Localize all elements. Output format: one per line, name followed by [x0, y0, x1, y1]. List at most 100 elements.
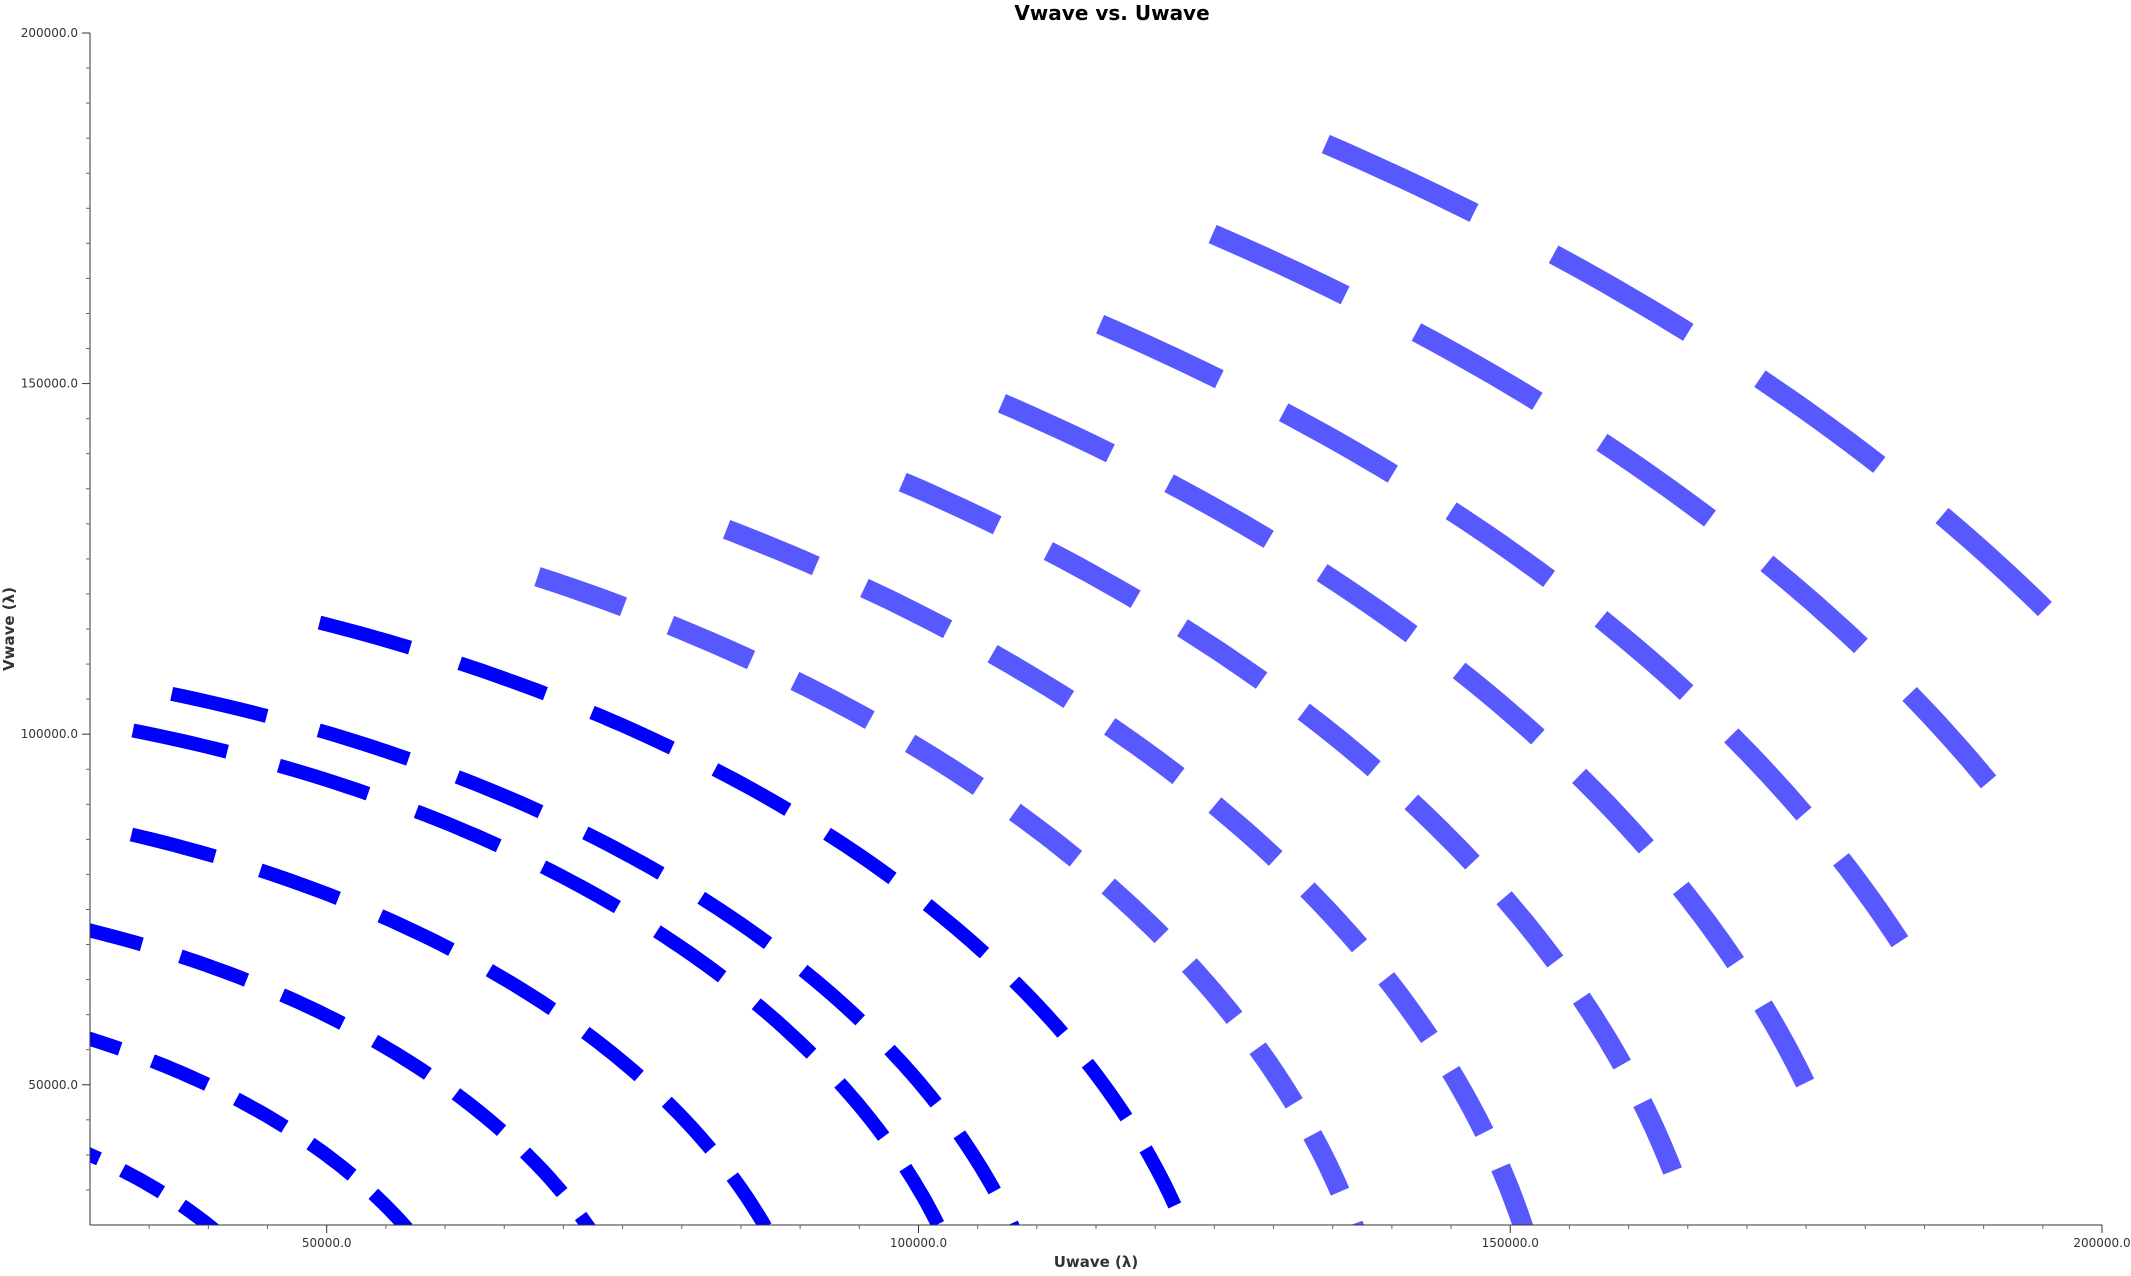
uv-track-segment: [368, 1188, 413, 1225]
x-tick-label: 100000.0: [890, 1236, 947, 1250]
x-ticks: 50000.0 100000.0 150000.0 200000.0: [148, 1225, 2131, 1250]
uv-track-segment: [1081, 1058, 1133, 1122]
chart-title: Vwave vs. Uwave: [1014, 1, 1209, 25]
uv-track-segment: [177, 1199, 220, 1225]
uv-track-segment: [1316, 564, 1418, 643]
x-tick-label: 50000.0: [302, 1236, 352, 1250]
uv-track-segment: [1008, 803, 1083, 867]
uv-track-segment: [316, 723, 411, 766]
uv-track-segment: [726, 1172, 772, 1225]
uv-track-segment: [317, 615, 413, 655]
uv-track-segment: [457, 656, 548, 701]
uv-track-segment: [1596, 433, 1716, 527]
uv-track-segment: [1404, 794, 1480, 870]
uv-track-segment: [1378, 972, 1438, 1044]
uv-track-segment: [953, 1130, 1001, 1195]
uv-track-segment: [1672, 881, 1744, 969]
uv-track-segment: [258, 863, 341, 905]
uv-track-segment: [1452, 662, 1545, 745]
uv-track-segment: [1208, 797, 1283, 866]
y-tick-label: 100000.0: [21, 727, 78, 741]
uv-track-segment: [413, 804, 502, 853]
uv-track-segment: [1594, 611, 1694, 700]
uv-track-segment: [1139, 1145, 1182, 1209]
uv-track-segment: [1445, 502, 1556, 587]
uv-track-segment: [722, 519, 820, 576]
uv-track-segment: [899, 1163, 945, 1225]
uv-track-segment: [1572, 992, 1631, 1070]
uv-track-segment: [454, 770, 544, 819]
uv-track-segment: [279, 988, 346, 1030]
uv-track-segment: [860, 578, 953, 639]
points-layer: [90, 134, 2052, 1225]
y-tick-label: 50000.0: [28, 1078, 78, 1092]
uv-track-segment: [149, 1054, 211, 1091]
uv-track-segment: [922, 899, 990, 959]
uv-track-segment: [884, 1044, 942, 1108]
uv-track-segment: [997, 394, 1115, 463]
uv-track-segment: [1760, 555, 1868, 654]
uv-track-segment: [711, 763, 792, 816]
uv-track-segment: [751, 998, 817, 1059]
uv-track-segment: [1297, 703, 1381, 777]
uv-track-segment: [1300, 882, 1368, 953]
uv-track-segment: [661, 1096, 716, 1154]
uv-track-segment: [377, 909, 455, 956]
uv-track-segment: [666, 615, 756, 670]
uv-track-segment: [790, 671, 875, 729]
uv-track-segment: [834, 1078, 890, 1141]
uv-track-segment: [582, 826, 665, 880]
uv-track-segment: [1043, 542, 1141, 608]
uv-track-segment: [1181, 958, 1243, 1025]
uv-track-segment: [1249, 1042, 1303, 1109]
uv-track-segment: [539, 860, 621, 914]
uv-track-segment: [581, 1026, 644, 1082]
uv-track-segment: [1496, 891, 1564, 968]
uv-track-segment: [653, 925, 727, 983]
uv-track-segment: [1548, 245, 1694, 341]
y-tick-label: 150000.0: [21, 377, 78, 391]
uv-track-segment: [798, 964, 865, 1026]
uv-track-segment: [697, 891, 773, 949]
uv-track-segment: [129, 827, 217, 864]
uv-track-segment: [1935, 507, 2052, 617]
uv-track-segment: [1491, 1163, 1534, 1225]
uv-track-segment: [1754, 1000, 1815, 1088]
uv-track-segment: [520, 1147, 568, 1198]
uv-track-segment: [1572, 768, 1654, 854]
uv-track-segment: [1101, 878, 1169, 944]
uv-track-segment: [370, 1034, 432, 1080]
uv-track-segment: [1164, 474, 1274, 548]
uv-track-segment: [823, 827, 897, 885]
uv-track-segment: [1633, 1098, 1682, 1175]
uv-track-segment: [90, 923, 144, 952]
uv-track-segment: [131, 723, 229, 759]
uv-track-segment: [232, 1092, 289, 1133]
x-tick-label: 200000.0: [2073, 1236, 2130, 1250]
uv-track-segment: [1208, 224, 1350, 305]
x-tick-label: 150000.0: [1482, 1236, 1539, 1250]
uv-track-segment: [898, 472, 1002, 535]
uv-track-segment: [1104, 718, 1185, 785]
x-axis-label: Uwave (λ): [1054, 1253, 1139, 1271]
uv-track-segment: [90, 1147, 102, 1166]
y-ticks: 50000.0 100000.0 150000.0 200000.0: [21, 26, 90, 1191]
uv-track-segment: [1303, 1130, 1350, 1196]
uv-track-segment: [904, 734, 984, 795]
uv-track-segment: [1411, 323, 1543, 410]
uv-track-segment: [485, 964, 557, 1016]
uv-track-segment: [1902, 686, 1997, 789]
uv-track-segment: [1009, 976, 1068, 1038]
uv-track-segment: [1833, 853, 1909, 948]
uv-track-segment: [574, 1211, 596, 1225]
uv-track-segment: [306, 1137, 357, 1181]
uv-track-segment: [1278, 403, 1398, 483]
uv-track-segment: [1096, 315, 1224, 389]
uv-track-segment: [276, 758, 371, 801]
uv-track-segment: [451, 1088, 507, 1136]
axes-layer: 50000.0 100000.0 150000.0 200000.0 50000.0 1…: [21, 26, 2131, 1250]
uv-track-segment: [1724, 728, 1812, 821]
